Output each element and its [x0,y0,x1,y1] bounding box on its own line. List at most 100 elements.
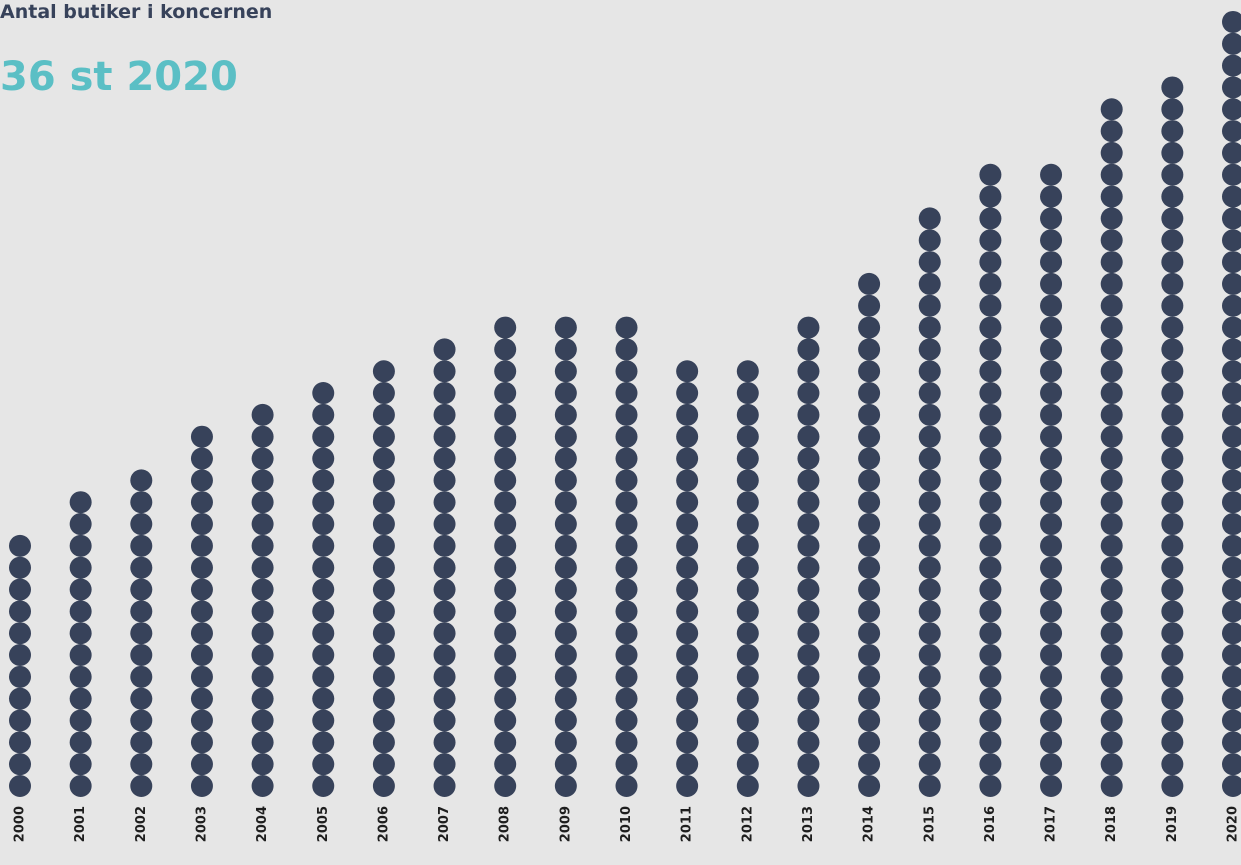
dot [9,775,31,797]
dot [372,469,395,492]
dot [1100,687,1123,710]
dot [372,775,395,797]
dot [1100,360,1123,383]
dot [736,578,759,601]
dot [372,753,395,776]
dot [1161,447,1184,470]
dot [494,491,517,514]
dot [9,753,31,776]
dot [1040,731,1063,754]
dot [858,425,881,448]
dot [190,622,213,645]
dot [797,338,820,361]
dot [1222,534,1241,557]
dot [1100,338,1123,361]
dot [1100,578,1123,601]
dot [918,382,941,405]
dot [858,338,881,361]
dot [69,775,92,797]
dot [797,447,820,470]
dot [979,513,1002,536]
x-tick-label: 2018 [1104,806,1119,842]
dot [918,534,941,557]
dot [736,600,759,623]
dot [312,600,335,623]
x-tick-label: 2010 [619,806,634,842]
dot [1161,753,1184,776]
dot [190,578,213,601]
dot-column [615,316,638,797]
dot [312,775,335,797]
dot [494,556,517,579]
dot [69,556,92,579]
dot [858,316,881,339]
dot [615,600,638,623]
dot [494,665,517,688]
dot [1100,753,1123,776]
dot [554,403,577,426]
dot [676,665,699,688]
dot [1100,185,1123,208]
dot [130,578,153,601]
dot [312,753,335,776]
dot [1161,556,1184,579]
dot [372,513,395,536]
dot [1100,120,1123,143]
dot [1161,644,1184,667]
dot [1222,731,1241,754]
dot [918,753,941,776]
dot [433,753,456,776]
dot [736,469,759,492]
dot [1161,294,1184,317]
dot [918,447,941,470]
dot [918,338,941,361]
dot [494,622,517,645]
dot [979,294,1002,317]
dot [1100,141,1123,164]
dot [312,469,335,492]
dot [251,622,274,645]
dot [1040,513,1063,536]
dot [736,360,759,383]
dot [1222,513,1241,536]
dot [9,731,31,754]
dot [918,665,941,688]
dot [1040,229,1063,252]
dot [190,534,213,557]
dot [615,644,638,667]
dot-column [251,403,274,797]
dot [979,382,1002,405]
dot [494,775,517,797]
dot [1222,775,1241,797]
dot-column [676,360,699,797]
dot [554,491,577,514]
dot [979,469,1002,492]
dot [554,753,577,776]
dot [858,272,881,295]
dot [1161,185,1184,208]
dot [858,360,881,383]
dot [372,731,395,754]
dot [251,469,274,492]
dot [858,578,881,601]
dot [1100,382,1123,405]
dot [858,382,881,405]
dot [1222,251,1241,274]
dot [918,600,941,623]
dot [676,644,699,667]
x-tick-label: 2004 [255,806,270,842]
dot [312,403,335,426]
dot [1161,622,1184,645]
dot [615,382,638,405]
dot [858,447,881,470]
dot [1040,644,1063,667]
dot [1100,600,1123,623]
dot [1161,251,1184,274]
dot [1040,294,1063,317]
dot [1040,360,1063,383]
dot [1161,425,1184,448]
dot [676,731,699,754]
dot [69,600,92,623]
dot [251,425,274,448]
dot [190,709,213,732]
